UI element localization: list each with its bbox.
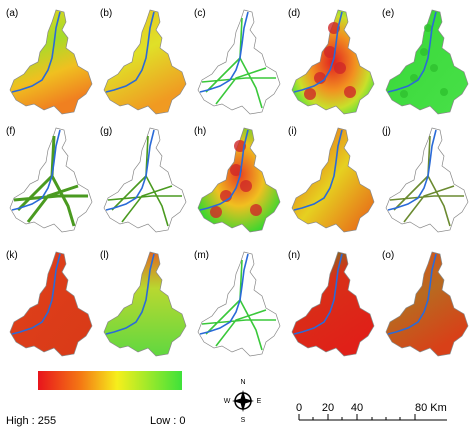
network [13,135,88,227]
region [103,9,187,115]
scale-label: 40 [351,402,363,414]
panel-label: (e) [382,8,394,19]
scale-label: 0 [296,402,302,414]
compass-s: S [241,417,246,424]
river [105,253,155,335]
map-panel: (e) [382,8,469,115]
river [11,11,61,93]
compass-e: E [257,398,262,405]
panel-label: (k) [6,250,18,261]
panel-label: (g) [100,126,112,137]
river [105,129,155,211]
legend-high: High : 255 [6,415,56,427]
panel-label: (l) [100,250,109,261]
region [9,251,93,357]
map-panel: (c) [194,8,281,115]
hotspot [240,180,252,192]
compass-n: N [240,379,245,386]
map-panel: (l) [100,250,187,357]
river [11,129,61,211]
region [291,251,375,357]
panel-label: (d) [288,8,300,19]
panel-label: (h) [194,126,206,137]
panel-label: (o) [382,250,394,261]
panel-label: (b) [100,8,112,19]
river [387,129,437,211]
river [387,11,437,93]
region [385,251,469,357]
region [385,127,469,233]
compass-needle [232,390,254,412]
region [385,9,469,115]
hotspot [440,88,448,96]
hotspot [430,64,438,72]
network [389,135,464,227]
map-panel: (i) [288,126,375,233]
panel-label: (n) [288,250,300,261]
map-panel: (n) [288,250,375,357]
region [9,127,93,233]
hotspot [424,24,432,32]
hotspot [420,48,428,56]
map-panel: (a) [6,8,93,115]
region [291,9,375,115]
panel-label: (c) [194,8,206,19]
map-panel: (b) [100,8,187,115]
river [293,129,343,211]
hotspot [344,86,356,98]
river [199,129,249,211]
map-panel: (m) [194,250,281,357]
river [11,253,61,335]
map-panel: (o) [382,250,469,357]
region [9,9,93,115]
panel-label: (j) [382,126,391,137]
hotspot [324,46,336,58]
compass-w: W [224,398,231,405]
region [197,127,281,233]
panel-label: (f) [6,126,15,137]
river [293,253,343,335]
network [201,259,276,351]
region [197,9,281,115]
hotspot [230,164,242,176]
river [293,11,343,93]
panel-label: (m) [194,250,209,261]
region [291,127,375,233]
scale-bar: 0 20 40 80 Km [296,402,447,421]
network [201,17,276,109]
river [387,253,437,335]
region [103,251,187,357]
hotspot [304,88,316,100]
network [107,135,182,227]
hotspot [400,90,408,98]
scale-label: 80 Km [415,402,447,414]
region [103,127,187,233]
map-panel: (h) [194,126,281,233]
map-panel: (j) [382,126,469,233]
river [199,253,249,335]
map-panel: (f) [6,126,93,233]
legend-bar [38,371,182,390]
legend-low: Low : 0 [150,415,185,427]
map-panel: (k) [6,250,93,357]
river [105,11,155,93]
hotspot [210,206,222,218]
map-panel: (g) [100,126,187,233]
river [199,11,249,93]
scale-label: 20 [322,402,334,414]
region [197,251,281,357]
hotspot [410,74,418,82]
hotspot [334,62,346,74]
hotspot [250,204,262,216]
panel-label: (i) [288,126,297,137]
panel-label: (a) [6,8,18,19]
compass: N E S W [224,379,262,424]
map-panel: (d) [288,8,375,115]
